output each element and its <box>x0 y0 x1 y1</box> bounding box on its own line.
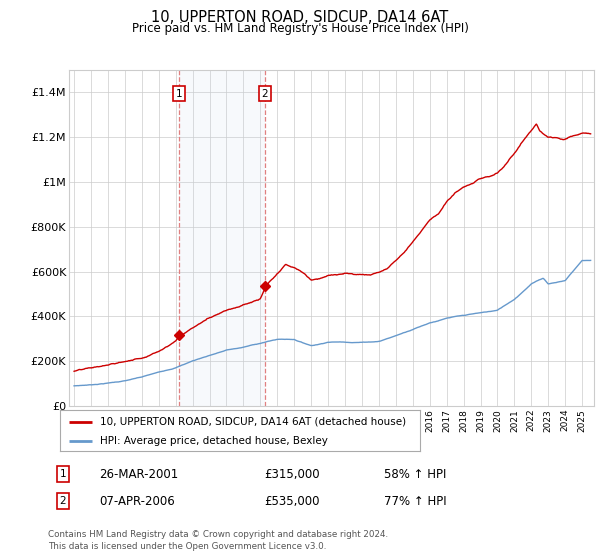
Text: £535,000: £535,000 <box>264 494 320 508</box>
Text: 2: 2 <box>262 88 268 99</box>
Text: 1: 1 <box>176 88 182 99</box>
Text: 58% ↑ HPI: 58% ↑ HPI <box>384 468 446 481</box>
Text: Contains HM Land Registry data © Crown copyright and database right 2024.: Contains HM Land Registry data © Crown c… <box>48 530 388 539</box>
Text: £315,000: £315,000 <box>264 468 320 481</box>
Text: 10, UPPERTON ROAD, SIDCUP, DA14 6AT (detached house): 10, UPPERTON ROAD, SIDCUP, DA14 6AT (det… <box>100 417 406 427</box>
Text: 77% ↑ HPI: 77% ↑ HPI <box>384 494 446 508</box>
Text: HPI: Average price, detached house, Bexley: HPI: Average price, detached house, Bexl… <box>100 436 328 446</box>
Text: 26-MAR-2001: 26-MAR-2001 <box>99 468 178 481</box>
Text: 10, UPPERTON ROAD, SIDCUP, DA14 6AT: 10, UPPERTON ROAD, SIDCUP, DA14 6AT <box>151 10 449 25</box>
Text: This data is licensed under the Open Government Licence v3.0.: This data is licensed under the Open Gov… <box>48 542 326 550</box>
Bar <box>179 70 265 406</box>
Text: Price paid vs. HM Land Registry's House Price Index (HPI): Price paid vs. HM Land Registry's House … <box>131 22 469 35</box>
Text: 07-APR-2006: 07-APR-2006 <box>99 494 175 508</box>
Text: 2: 2 <box>59 496 67 506</box>
Text: 1: 1 <box>59 469 67 479</box>
